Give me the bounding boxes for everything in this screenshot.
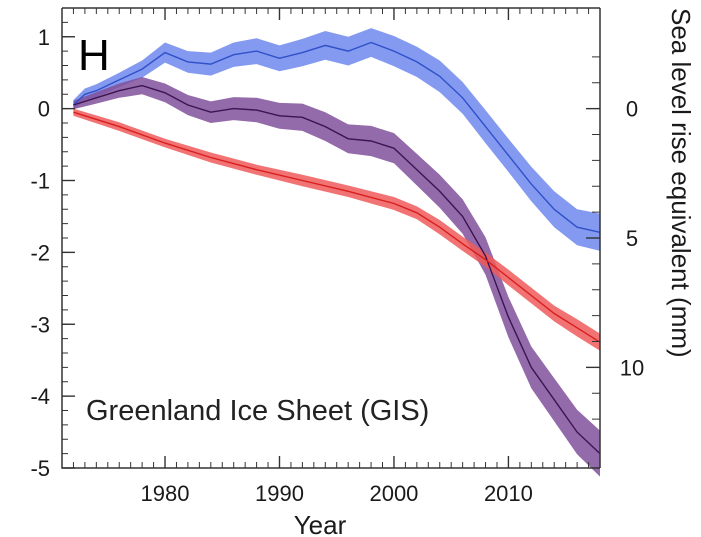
x-tick-label: 1980: [141, 481, 190, 506]
blue-series-line: [72, 41, 601, 233]
right-tick-label: 0: [626, 97, 638, 122]
y-tick-label: -5: [30, 456, 50, 481]
y-tick-label: 1: [38, 25, 50, 50]
red-uncertainty-band: [73, 108, 600, 351]
y-tick-label: -3: [30, 312, 50, 337]
purple-series-line: [73, 84, 601, 455]
y-tick-label: -2: [30, 240, 50, 265]
right-axis-title: Sea level rise equivalent (mm): [666, 8, 696, 358]
red-series-line: [73, 111, 601, 343]
right-tick-label: 5: [626, 226, 638, 251]
y-tick-label: -4: [30, 384, 50, 409]
chart-annotation: Greenland Ice Sheet (GIS): [86, 395, 429, 427]
x-tick-label: 2000: [369, 481, 418, 506]
purple-uncertainty-band: [73, 77, 600, 477]
y-tick-label: 0: [38, 97, 50, 122]
right-tick-label: 10: [620, 355, 644, 380]
series-lines: [72, 41, 601, 455]
blue-uncertainty-band: [73, 28, 600, 251]
panel-letter: H: [78, 31, 110, 80]
uncertainty-bands: [73, 28, 600, 477]
x-tick-label: 2010: [484, 481, 533, 506]
x-tick-label: 1990: [255, 481, 304, 506]
x-axis-title: Year: [294, 510, 347, 537]
y-tick-label: -1: [30, 169, 50, 194]
